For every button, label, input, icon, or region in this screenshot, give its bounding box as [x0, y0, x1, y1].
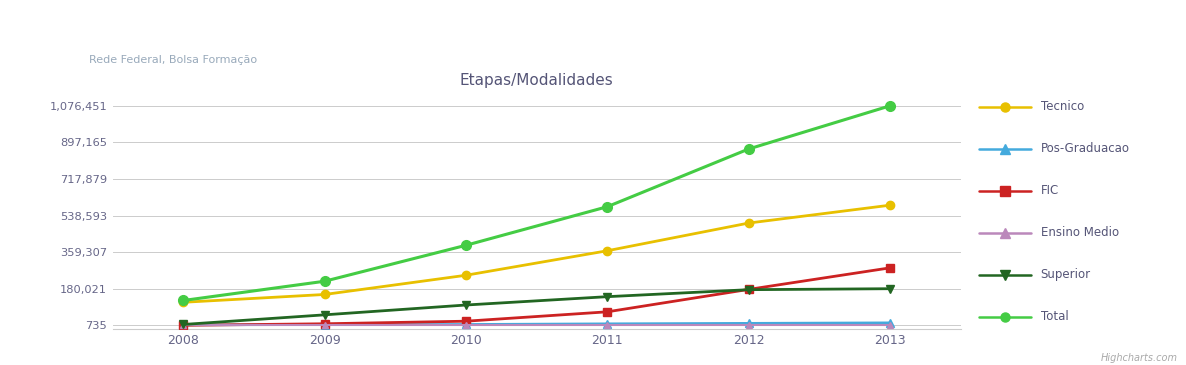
Text: FIC: FIC — [1040, 184, 1059, 197]
Text: Rede Federal, Bolsa Formação: Rede Federal, Bolsa Formação — [89, 55, 257, 65]
Text: Superior: Superior — [1040, 268, 1091, 281]
Title: Etapas/Modalidades: Etapas/Modalidades — [460, 73, 613, 88]
Text: Ensino Medio: Ensino Medio — [1040, 226, 1118, 239]
Text: Pos-Graduacao: Pos-Graduacao — [1040, 142, 1129, 155]
Text: Tecnico: Tecnico — [1040, 100, 1084, 113]
Text: Evolução das Matrículas: Evolução das Matrículas — [89, 21, 355, 41]
Text: Total: Total — [1040, 310, 1069, 323]
Text: Highcharts.com: Highcharts.com — [1101, 353, 1178, 363]
